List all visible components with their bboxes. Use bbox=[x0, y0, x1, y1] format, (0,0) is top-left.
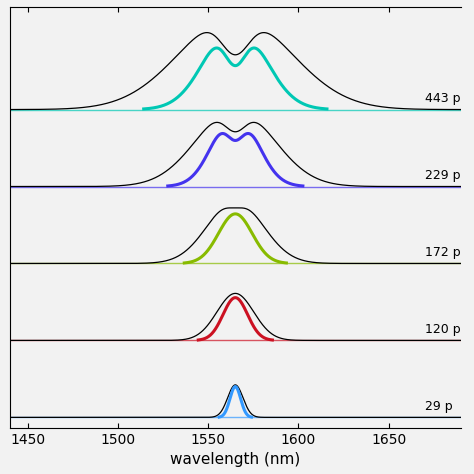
Text: 443 p: 443 p bbox=[425, 92, 460, 105]
Text: 29 p: 29 p bbox=[425, 400, 452, 413]
X-axis label: wavelength (nm): wavelength (nm) bbox=[170, 452, 301, 467]
Text: 229 p: 229 p bbox=[425, 169, 460, 182]
Text: 172 p: 172 p bbox=[425, 246, 460, 259]
Text: 120 p: 120 p bbox=[425, 323, 460, 336]
